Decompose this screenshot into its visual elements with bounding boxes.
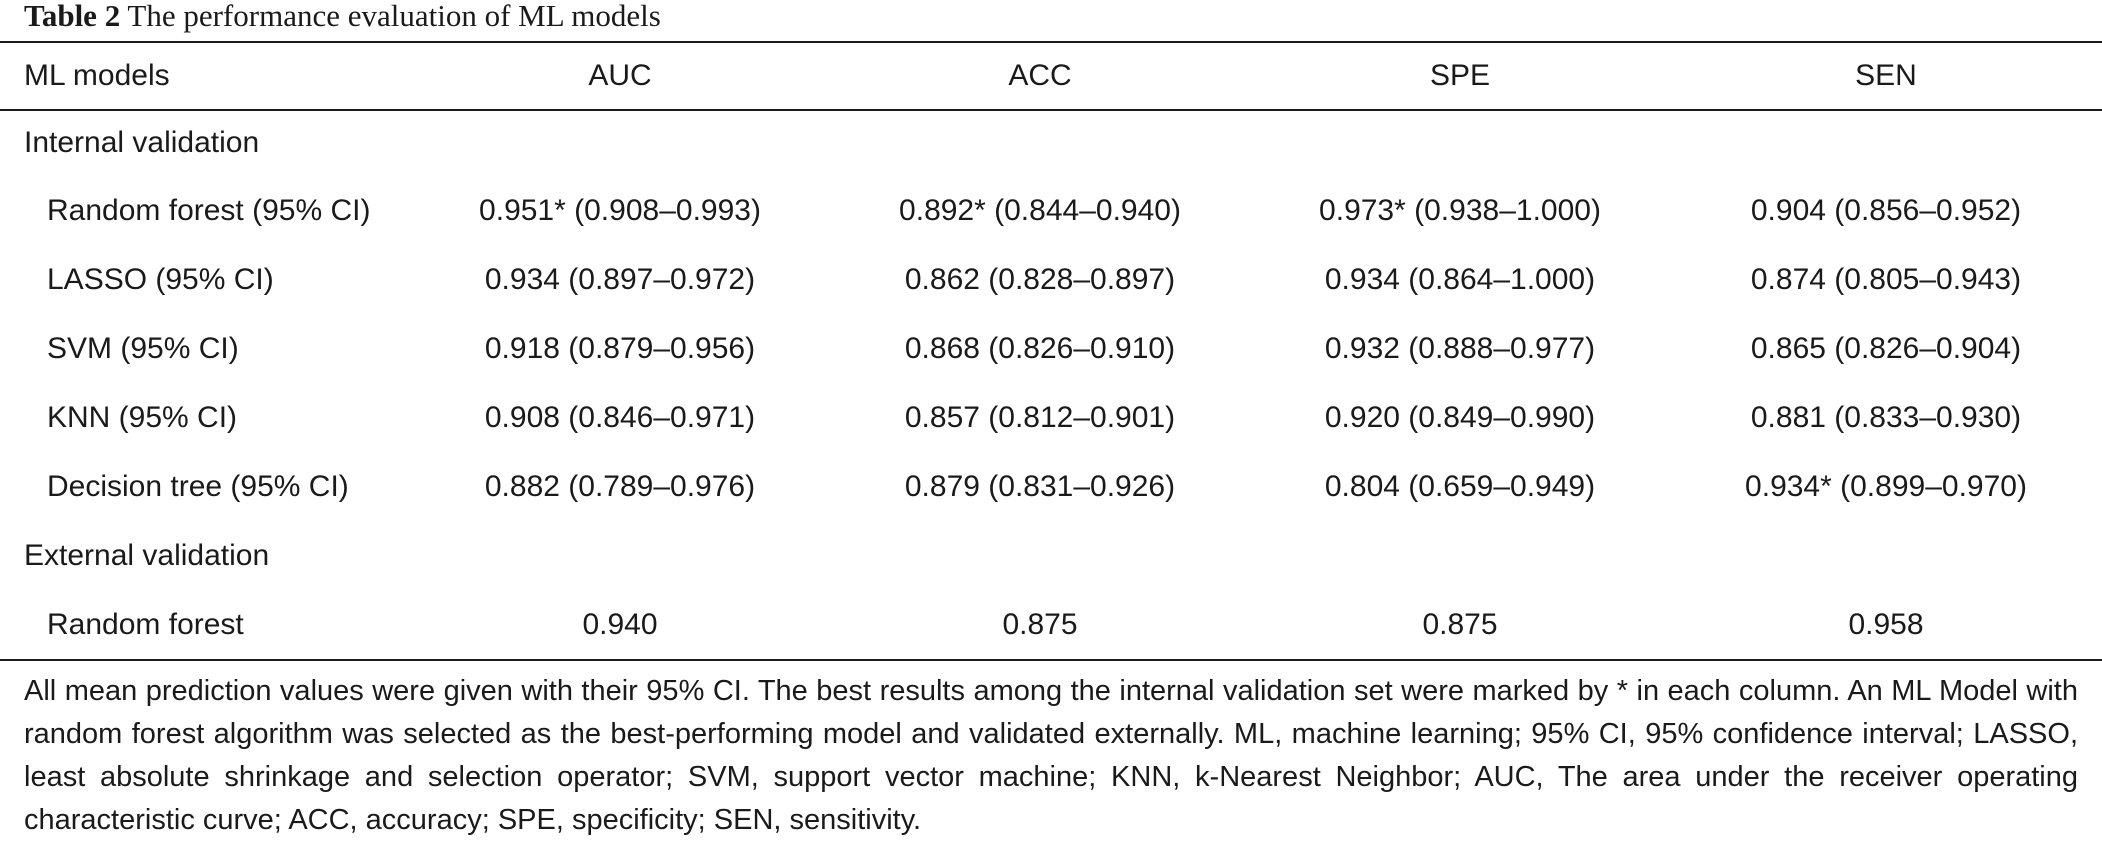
spe-value: 0.875 <box>1422 607 1498 641</box>
sen-value: 0.958 <box>1848 607 1924 641</box>
model-name: KNN (95% CI) <box>47 400 238 434</box>
table-caption: Table 2 The performance evaluation of ML… <box>24 0 661 36</box>
sen-value: 0.934* (0.899–0.970) <box>1745 469 2027 503</box>
section-row-external: External validation <box>0 521 2102 590</box>
acc-value: 0.862 (0.828–0.897) <box>904 262 1176 296</box>
spe-value: 0.973* (0.938–1.000) <box>1319 193 1601 227</box>
table-row: Random forest 0.940 0.875 0.875 0.958 <box>0 590 2102 659</box>
header-spe: SPE <box>1429 59 1491 92</box>
spe-value: 0.804 (0.659–0.949) <box>1324 469 1596 503</box>
table-caption-text: The performance evaluation of ML models <box>127 0 661 33</box>
table-header-rule <box>0 109 2102 111</box>
auc-value: 0.934 (0.897–0.972) <box>484 262 756 296</box>
table-row: KNN (95% CI) 0.908 (0.846–0.971) 0.857 (… <box>0 383 2102 452</box>
header-auc: AUC <box>588 59 652 92</box>
performance-table: ML models AUC ACC SPE SEN Internal valid… <box>0 43 2102 659</box>
acc-value: 0.868 (0.826–0.910) <box>904 331 1176 365</box>
model-name: Decision tree (95% CI) <box>47 469 349 503</box>
table-row: LASSO (95% CI) 0.934 (0.897–0.972) 0.862… <box>0 245 2102 314</box>
model-name: Random forest (95% CI) <box>47 193 371 227</box>
table-caption-label: Table 2 <box>24 0 121 33</box>
header-ml-models: ML models <box>24 59 170 92</box>
sen-value: 0.904 (0.856–0.952) <box>1750 193 2022 227</box>
auc-value: 0.908 (0.846–0.971) <box>484 400 756 434</box>
model-name: LASSO (95% CI) <box>47 262 274 296</box>
table-footnote: All mean prediction values were given wi… <box>24 675 2078 836</box>
sen-value: 0.874 (0.805–0.943) <box>1750 262 2022 296</box>
acc-value: 0.857 (0.812–0.901) <box>904 400 1176 434</box>
model-name: SVM (95% CI) <box>47 331 239 365</box>
section-row-internal: Internal validation <box>0 109 2102 176</box>
auc-value: 0.882 (0.789–0.976) <box>484 469 756 503</box>
table-row: SVM (95% CI) 0.918 (0.879–0.956) 0.868 (… <box>0 314 2102 383</box>
acc-value: 0.892* (0.844–0.940) <box>899 193 1181 227</box>
header-acc: ACC <box>1008 59 1072 92</box>
table-header-row: ML models AUC ACC SPE SEN <box>0 43 2102 109</box>
table-row: Decision tree (95% CI) 0.882 (0.789–0.97… <box>0 452 2102 521</box>
spe-value: 0.934 (0.864–1.000) <box>1324 262 1596 296</box>
acc-value: 0.875 <box>1002 607 1078 641</box>
sen-value: 0.881 (0.833–0.930) <box>1750 400 2022 434</box>
auc-value: 0.940 <box>582 607 658 641</box>
sen-value: 0.865 (0.826–0.904) <box>1750 331 2022 365</box>
auc-value: 0.951* (0.908–0.993) <box>479 193 761 227</box>
model-name: Random forest <box>47 607 244 641</box>
acc-value: 0.879 (0.831–0.926) <box>904 469 1176 503</box>
table-top-rule <box>0 41 2102 43</box>
spe-value: 0.920 (0.849–0.990) <box>1324 400 1596 434</box>
table-bottom-rule <box>0 659 2102 661</box>
table-row: Random forest (95% CI) 0.951* (0.908–0.9… <box>0 176 2102 245</box>
section-title-internal: Internal validation <box>24 125 260 159</box>
section-title-external: External validation <box>24 538 270 572</box>
header-sen: SEN <box>1855 59 1917 92</box>
spe-value: 0.932 (0.888–0.977) <box>1324 331 1596 365</box>
auc-value: 0.918 (0.879–0.956) <box>484 331 756 365</box>
